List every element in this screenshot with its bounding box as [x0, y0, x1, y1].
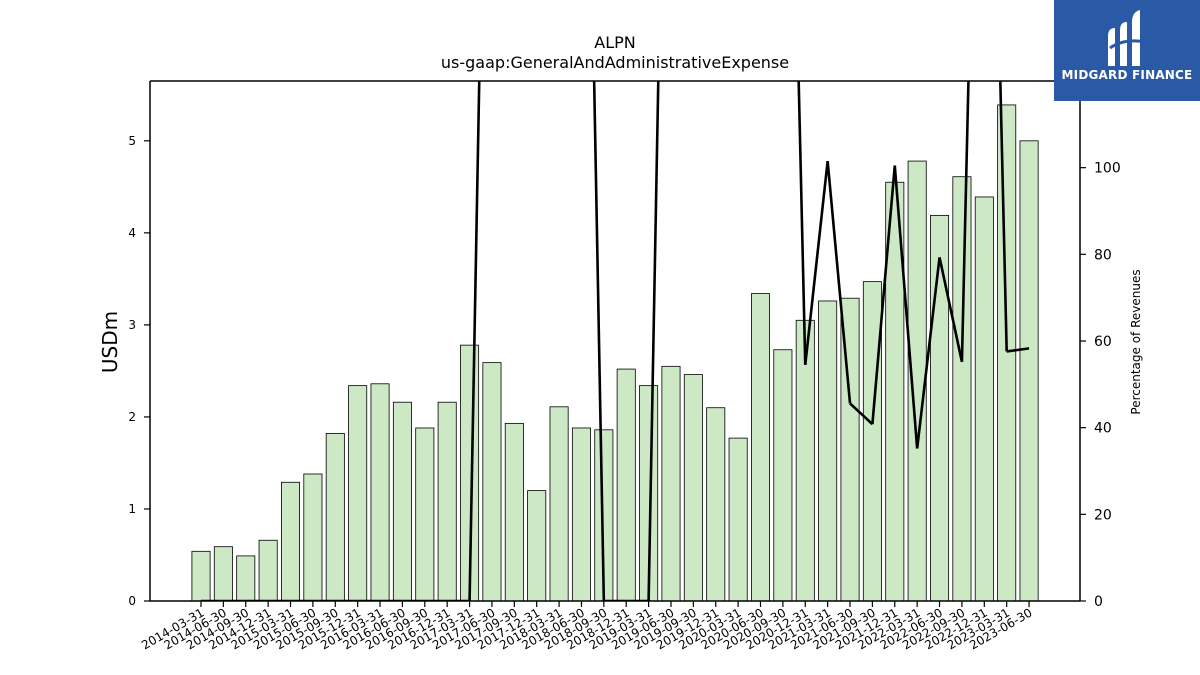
y-tick-label: 4	[128, 226, 136, 240]
bar	[706, 407, 726, 602]
line-segment	[1006, 347, 1030, 353]
axes: 0123450204060801002014-03-312014-06-3020…	[128, 80, 1121, 652]
line-segment	[647, 81, 660, 601]
bar	[392, 401, 412, 602]
y-tick-label: 0	[128, 594, 136, 608]
bar	[191, 550, 211, 602]
line-segment	[826, 161, 852, 404]
bar	[683, 374, 703, 602]
y2-tick-label: 60	[1094, 334, 1112, 350]
line-segment	[468, 81, 481, 601]
bar	[213, 546, 233, 602]
y-tick-label: 3	[128, 318, 136, 332]
bar	[974, 196, 994, 602]
bar	[616, 368, 636, 602]
y2-axis-label: Percentage of Revenues	[1129, 269, 1143, 414]
bar	[818, 300, 838, 602]
bar	[348, 385, 368, 602]
line-series	[201, 81, 1030, 601]
bar	[258, 539, 278, 602]
line-segment	[592, 81, 606, 601]
y2-tick-label: 20	[1094, 507, 1112, 523]
bar	[370, 383, 390, 602]
line-segment	[960, 81, 970, 362]
bar	[751, 293, 771, 602]
logo-text: MIDGARD FINANCE	[1061, 68, 1193, 82]
y-axis-label: USDm	[98, 311, 122, 373]
bar	[549, 406, 569, 602]
line-segment	[915, 257, 941, 449]
bar	[482, 362, 502, 602]
bar	[997, 104, 1017, 602]
line-segment	[803, 161, 829, 365]
chart-subtitle: us-gaap:GeneralAndAdministrativeExpense	[441, 53, 789, 72]
bar	[862, 281, 882, 602]
line-segment	[871, 165, 897, 425]
bar-series	[191, 104, 1039, 602]
line-segment	[893, 165, 919, 449]
y2-tick-label: 0	[1094, 594, 1103, 610]
bar	[281, 481, 301, 602]
bar	[325, 433, 345, 602]
brand-logo: MIDGARD FINANCE	[1054, 0, 1200, 101]
bar	[236, 555, 256, 602]
line-segment	[999, 81, 1008, 352]
y-tick-label: 5	[128, 134, 136, 148]
bar	[930, 214, 950, 602]
chart-title: ALPN	[594, 33, 635, 52]
bar	[1019, 140, 1039, 602]
line-segment	[797, 81, 807, 365]
bar	[661, 365, 681, 602]
y-tick-label: 2	[128, 410, 136, 424]
y-tick-label: 1	[128, 502, 136, 516]
bar	[303, 473, 323, 602]
bar	[571, 427, 591, 602]
y2-tick-label: 100	[1094, 161, 1121, 177]
bar	[952, 176, 972, 602]
bar	[415, 427, 435, 602]
line-segment	[938, 257, 964, 363]
y2-tick-label: 80	[1094, 247, 1112, 263]
bar	[504, 422, 524, 602]
bar	[773, 349, 793, 602]
bar	[437, 401, 457, 602]
bar	[728, 437, 748, 602]
bar	[527, 490, 547, 602]
line-segment	[849, 402, 874, 426]
logo-mark-icon	[1108, 10, 1147, 66]
y2-tick-label: 40	[1094, 421, 1112, 437]
